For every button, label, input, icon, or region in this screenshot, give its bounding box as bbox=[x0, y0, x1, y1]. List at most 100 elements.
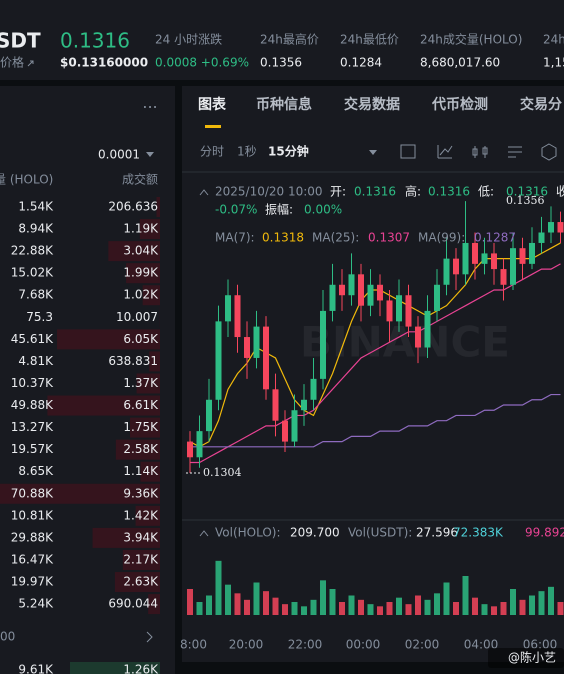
tab[interactable]: 代币检测 bbox=[431, 96, 488, 113]
icon-calendar[interactable] bbox=[400, 144, 416, 159]
info-label: 高: bbox=[405, 184, 421, 199]
volume-bar bbox=[339, 602, 345, 615]
volume-bar bbox=[462, 576, 469, 615]
candle-body bbox=[196, 431, 203, 458]
credit-bg bbox=[488, 648, 564, 668]
volume-bar bbox=[291, 602, 298, 615]
depth-bar bbox=[135, 505, 160, 526]
volume-bar bbox=[538, 591, 545, 615]
volume-bar bbox=[310, 599, 317, 615]
volume-bar bbox=[424, 599, 431, 615]
precision[interactable]: 0.0001 bbox=[98, 148, 140, 162]
icon-candle[interactable] bbox=[472, 146, 488, 158]
volume-bar bbox=[500, 602, 507, 615]
ma-name: MA(25): bbox=[312, 231, 359, 245]
chevron[interactable] bbox=[146, 631, 153, 643]
time-label: 00:00 bbox=[346, 638, 381, 652]
candle-body bbox=[358, 274, 364, 306]
ask-qty: 13.27K bbox=[11, 420, 54, 434]
volume-bar bbox=[396, 597, 402, 615]
ask-qty: 4.81K bbox=[18, 354, 54, 368]
bid-qty: 9.61K bbox=[18, 663, 54, 674]
volume-bar bbox=[491, 606, 497, 615]
candle-body bbox=[396, 295, 402, 322]
ask-qty: 70.88K bbox=[11, 486, 54, 500]
ask-qty: 10.37K bbox=[11, 376, 54, 390]
volume-bar bbox=[206, 595, 212, 615]
ask-qty: 29.88K bbox=[11, 530, 54, 544]
ask-total: 3.94K bbox=[123, 530, 159, 544]
volume-bar bbox=[272, 597, 279, 615]
ask-total: 206.636 bbox=[108, 200, 158, 214]
interval[interactable]: 分时 bbox=[200, 145, 224, 159]
ask-qty: 7.68K bbox=[18, 288, 54, 302]
candle-body bbox=[529, 242, 535, 264]
candle-body bbox=[320, 310, 326, 379]
candle-body bbox=[225, 295, 231, 322]
stat-value: 0.1284 bbox=[340, 56, 382, 70]
candle-body bbox=[500, 269, 507, 285]
info-value: 0.1316 bbox=[506, 185, 548, 199]
collapse-icon[interactable] bbox=[199, 530, 209, 537]
ask-qty: 22.88K bbox=[11, 244, 54, 258]
volume-bar bbox=[282, 604, 288, 615]
toolbar-icons bbox=[400, 143, 557, 161]
interval[interactable]: 15分钟 bbox=[268, 144, 309, 159]
volume-bar bbox=[519, 599, 526, 615]
tab[interactable]: 币种信息 bbox=[256, 96, 312, 113]
ask-qty: 5.24K bbox=[18, 597, 54, 611]
volume-bar bbox=[358, 599, 364, 615]
more-button[interactable]: ··· bbox=[142, 98, 157, 117]
candle-body bbox=[434, 284, 440, 311]
tab[interactable]: 交易分 bbox=[520, 96, 562, 113]
candle-body bbox=[348, 274, 355, 296]
candle-body bbox=[462, 242, 469, 275]
col-total: 成交额 bbox=[122, 172, 158, 187]
ask-qty: 8.65K bbox=[18, 464, 54, 478]
info-time: 2025/10/20 10:00 bbox=[215, 185, 323, 199]
candle-body bbox=[329, 284, 336, 311]
interval[interactable]: 1秒 bbox=[237, 145, 257, 159]
stat-label: 24h bbox=[543, 33, 564, 47]
header-panel bbox=[0, 0, 564, 80]
tab[interactable]: 交易数据 bbox=[344, 96, 400, 113]
interval-dropdown[interactable] bbox=[369, 150, 377, 155]
price-label: 价格 bbox=[0, 55, 24, 70]
icon-indicator[interactable] bbox=[437, 145, 453, 159]
low-label: 0.1304 bbox=[203, 466, 242, 479]
symbol: SDT bbox=[0, 29, 41, 53]
icon-more[interactable] bbox=[541, 143, 557, 161]
dropdown-arrow bbox=[146, 152, 154, 157]
volume-bar bbox=[443, 582, 450, 615]
ask-total: 1.19K bbox=[123, 222, 159, 236]
depth-bar bbox=[0, 483, 160, 504]
book-footer: 00 bbox=[0, 630, 15, 644]
depth-bar bbox=[149, 351, 160, 372]
depth-bar bbox=[115, 439, 160, 460]
tab[interactable]: 图表 bbox=[198, 96, 227, 113]
volume-bar bbox=[215, 560, 222, 615]
bid-depth bbox=[70, 662, 160, 674]
stat-label: 24h最高价 bbox=[260, 32, 319, 47]
info-value: 0.1316 bbox=[354, 185, 396, 199]
stat-value: 8,680,017.60 bbox=[420, 56, 500, 70]
volume-legend: 99.892 bbox=[525, 526, 564, 540]
ask-qty: 75.3 bbox=[26, 310, 53, 324]
candle-body bbox=[377, 284, 383, 301]
volume-bar bbox=[453, 602, 459, 615]
time-label: 8:00 bbox=[180, 638, 207, 652]
candle-body bbox=[253, 326, 260, 358]
ask-qty: 45.61K bbox=[11, 332, 54, 346]
collapse-icon[interactable] bbox=[199, 189, 209, 196]
depth-bar bbox=[148, 594, 160, 615]
bid-total: 1.26K bbox=[123, 663, 159, 674]
volume-bar bbox=[329, 589, 336, 615]
depth-bar bbox=[130, 417, 160, 438]
icon-settings[interactable] bbox=[508, 146, 522, 158]
ask-qty: 16.47K bbox=[11, 552, 54, 566]
depth-bar bbox=[140, 461, 160, 482]
chart: BINANCE 0.1356 0.1304 bbox=[186, 194, 564, 615]
volume-bar bbox=[244, 599, 250, 615]
volume-bar bbox=[234, 593, 241, 615]
ask-total: 690.044 bbox=[108, 597, 158, 611]
